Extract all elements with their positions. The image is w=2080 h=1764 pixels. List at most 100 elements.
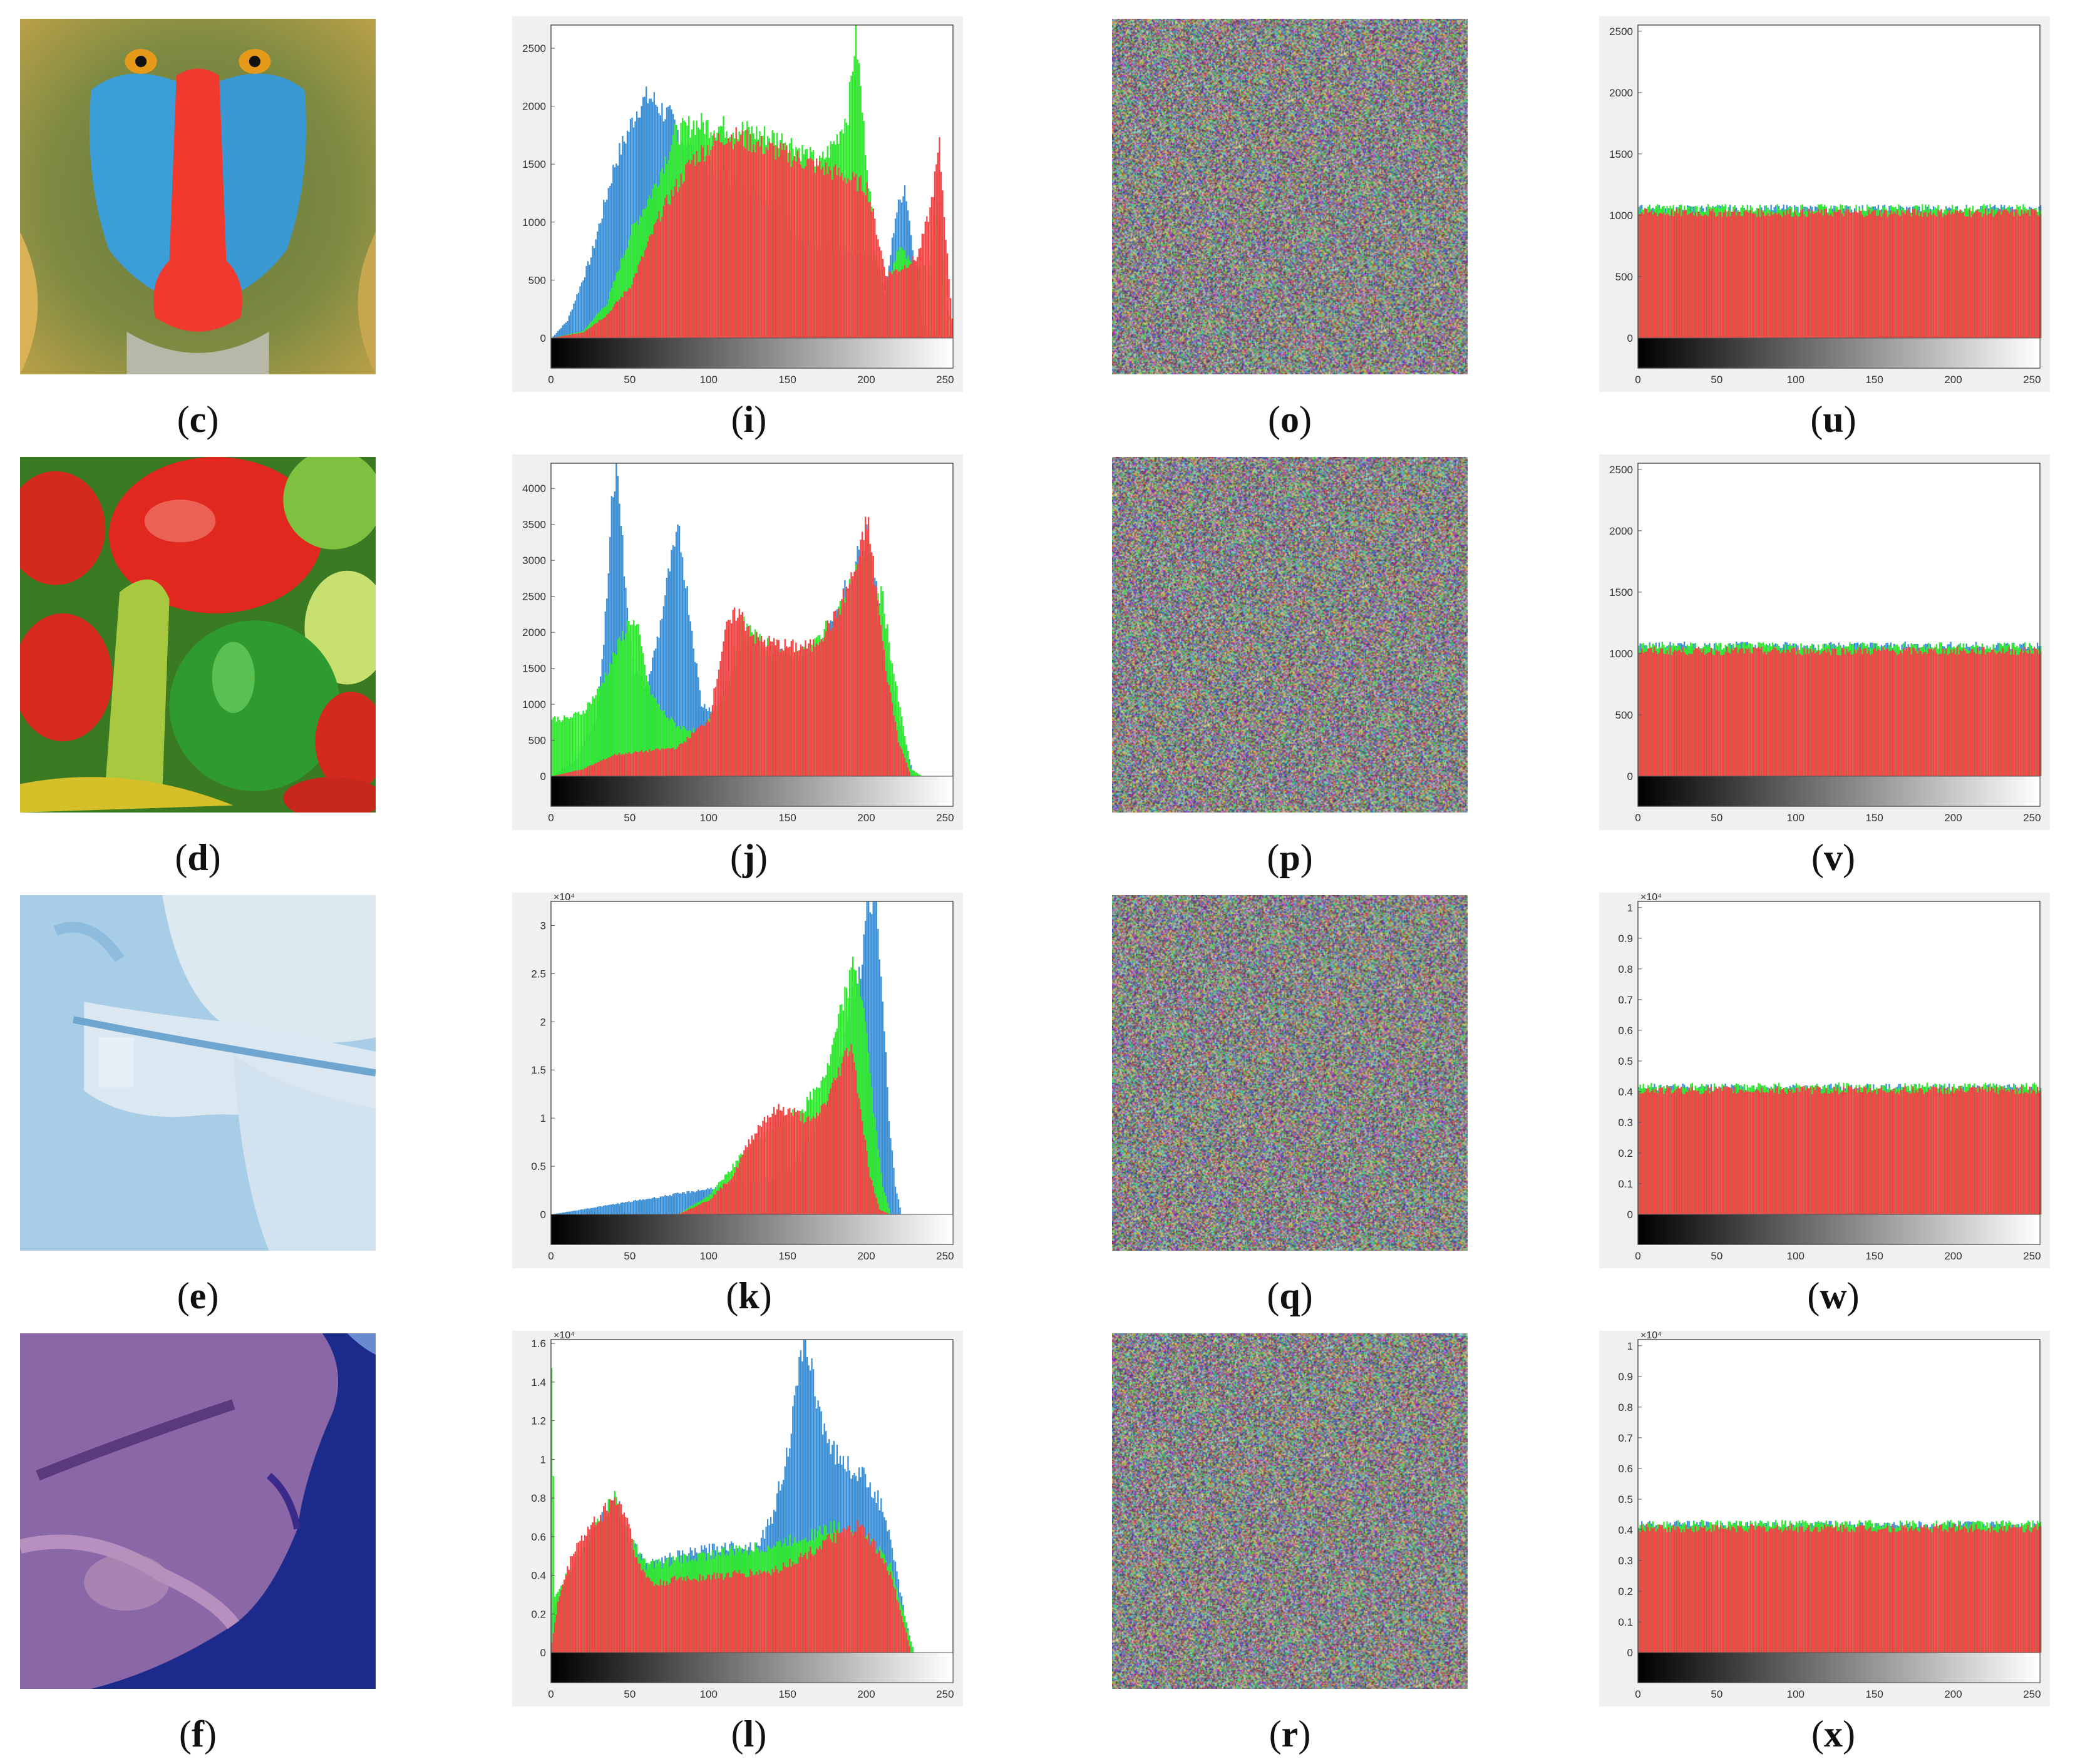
histogram-bar [565,1212,567,1214]
histogram-bar [2013,654,2015,776]
histogram-bar [606,758,608,776]
histogram-bar [1901,210,1903,338]
histogram-bar [619,299,620,338]
histogram-bar [719,1187,721,1214]
histogram-bar [589,328,590,338]
histogram-bar [1871,654,1873,776]
histogram-bar [897,272,900,338]
histogram-bar [647,1198,649,1214]
histogram-bar [2017,1094,2020,1214]
histogram-bar [1844,1092,1846,1214]
histogram-bar [808,1365,810,1653]
histogram-bar [1938,654,1941,776]
histogram-bar [795,1112,797,1214]
histogram-bar [866,182,868,338]
histogram-bar [1649,648,1650,776]
histogram-bar [551,719,553,776]
histogram-bar [1972,1087,1974,1214]
histogram-bar [637,624,639,776]
histogram-bar [1740,1089,1742,1214]
histogram-bar [1904,1085,1906,1214]
histogram-bar [1961,651,1963,776]
histogram-bar [1784,215,1786,338]
histogram-bar [721,1188,723,1214]
histogram-bar [1850,655,1853,776]
histogram-bar [666,748,668,776]
histogram-bar [636,752,638,776]
x-tick-label: 150 [1865,1250,1883,1262]
histogram-bar [809,1120,811,1214]
histogram-bar [609,1204,611,1214]
histogram-bar [1794,1092,1796,1214]
histogram-bar [1759,217,1761,338]
histogram-bar [1923,1094,1925,1214]
histogram-bar [629,118,632,338]
histogram-bar [806,159,808,339]
histogram-bar [865,1021,867,1214]
histogram-bar [1800,1086,1802,1214]
histogram-bar [817,1115,819,1214]
histogram-bar [893,270,895,338]
histogram-bar [723,145,724,338]
histogram-bar [861,1121,863,1214]
histogram-bar [666,578,668,776]
histogram-bar [1947,1087,1949,1214]
caption-cipher-histogram: (v) [1811,837,1855,878]
histogram-bar [1729,1087,1731,1214]
histogram-bar [573,713,575,776]
histogram-bar [620,155,622,338]
histogram-bar [610,310,612,338]
histogram-bar [1696,648,1698,776]
caption-cipher-histogram: (u) [1810,399,1856,440]
histogram-bar [1658,1088,1660,1214]
histogram-bar [2010,212,2012,338]
histogram-bar [713,688,715,776]
histogram-bar [784,1115,786,1214]
histogram-bar [723,1184,724,1214]
histogram-bar [1729,216,1731,338]
x-tick-label: 50 [624,374,636,386]
histogram-bar [2013,1089,2015,1214]
histogram-bar [1726,217,1728,338]
histogram-bar [1969,652,1971,776]
histogram-bar [1890,650,1892,776]
histogram-bar [626,620,629,776]
histogram-bar [1938,212,1941,338]
histogram-bar [580,332,583,338]
histogram-bar [918,249,920,338]
histogram-bar [915,261,917,338]
histogram-bar [1852,654,1854,776]
histogram-bar [1915,215,1917,338]
histogram-bar [776,146,778,338]
histogram-bar [612,755,614,776]
histogram-bar [567,320,569,338]
histogram-bar [680,173,682,338]
histogram-bar [1926,217,1928,338]
histogram-bar [1710,647,1712,776]
histogram-bar [675,749,677,776]
histogram-bar [787,647,789,776]
histogram-bar [567,1566,569,1653]
histogram-bar [1736,1093,1738,1214]
histogram-bar [1866,653,1868,776]
histogram-bar [904,736,906,776]
x-tick-label: 150 [778,374,796,386]
histogram-bar [841,1063,843,1214]
histogram-bar [727,620,729,776]
histogram-bar [600,1514,602,1653]
histogram-bar [592,1208,594,1214]
series-red [678,1044,890,1214]
histogram-bar [783,143,785,339]
histogram-bar [672,545,674,776]
histogram-bar [1830,1091,1832,1214]
histogram-bar [652,234,654,338]
histogram-bar [1999,1090,2000,1214]
histogram-bar [1999,208,2000,338]
histogram-bar [1873,1090,1875,1214]
histogram-bar [1969,1087,1971,1214]
histogram-bar [1870,1088,1871,1214]
y-tick-label: 1500 [522,663,546,675]
histogram-bar [604,672,606,776]
histogram-bar [1791,1089,1793,1214]
histogram-bar [1652,652,1654,776]
